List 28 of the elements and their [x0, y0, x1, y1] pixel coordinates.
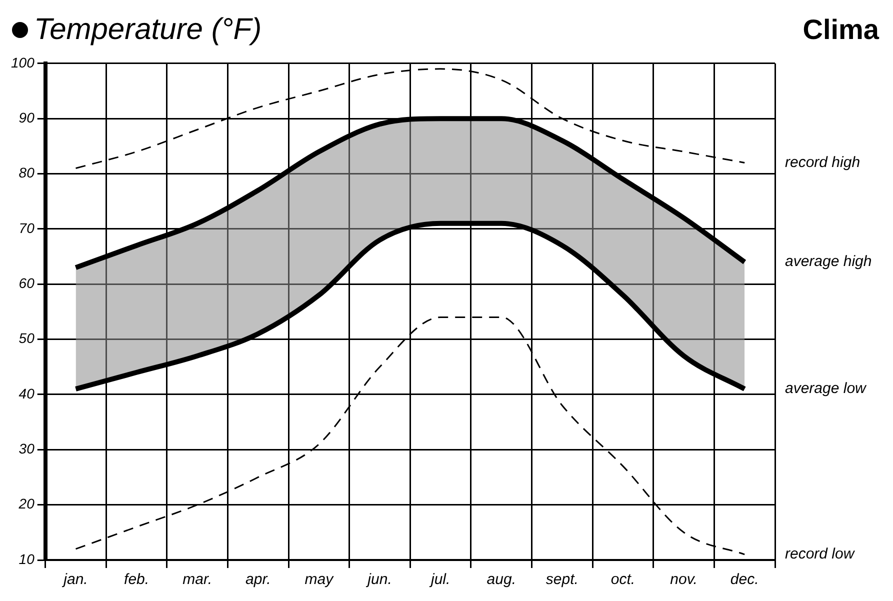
y-tick-label: 80 — [18, 164, 35, 181]
x-tick-label: may — [304, 571, 335, 588]
y-tick-label: 20 — [18, 496, 35, 512]
y-tick-label: 70 — [18, 220, 35, 236]
x-tick-label: mar. — [182, 571, 212, 588]
text: record high — [785, 154, 860, 171]
text: average high — [785, 253, 872, 270]
y-tick-label: 10 — [18, 550, 35, 567]
x-tick-label: apr. — [246, 571, 271, 588]
x-tick-label: feb. — [124, 571, 150, 588]
x-tick-label: jul. — [428, 571, 450, 588]
y-tick-label: 90 — [18, 109, 35, 126]
text: record low — [785, 546, 856, 563]
chart-title: Temperature (°F) — [34, 13, 262, 47]
x-tick-label: dec. — [730, 571, 759, 588]
x-tick-label: aug. — [486, 571, 516, 588]
text: Clima — [802, 14, 879, 46]
y-tick-label: 100 — [11, 54, 35, 70]
y-tick-label: 60 — [18, 275, 35, 291]
y-tick-label: 50 — [18, 330, 35, 346]
text: average low — [785, 380, 868, 398]
x-tick-label: nov. — [670, 571, 698, 588]
x-tick-label: jun. — [366, 571, 392, 588]
x-tick-label: sept. — [546, 571, 578, 588]
x-tick-label: jan. — [62, 571, 88, 588]
x-tick-label: oct. — [610, 571, 636, 588]
y-tick-label: 30 — [18, 440, 35, 457]
y-tick-label: 40 — [18, 385, 35, 402]
